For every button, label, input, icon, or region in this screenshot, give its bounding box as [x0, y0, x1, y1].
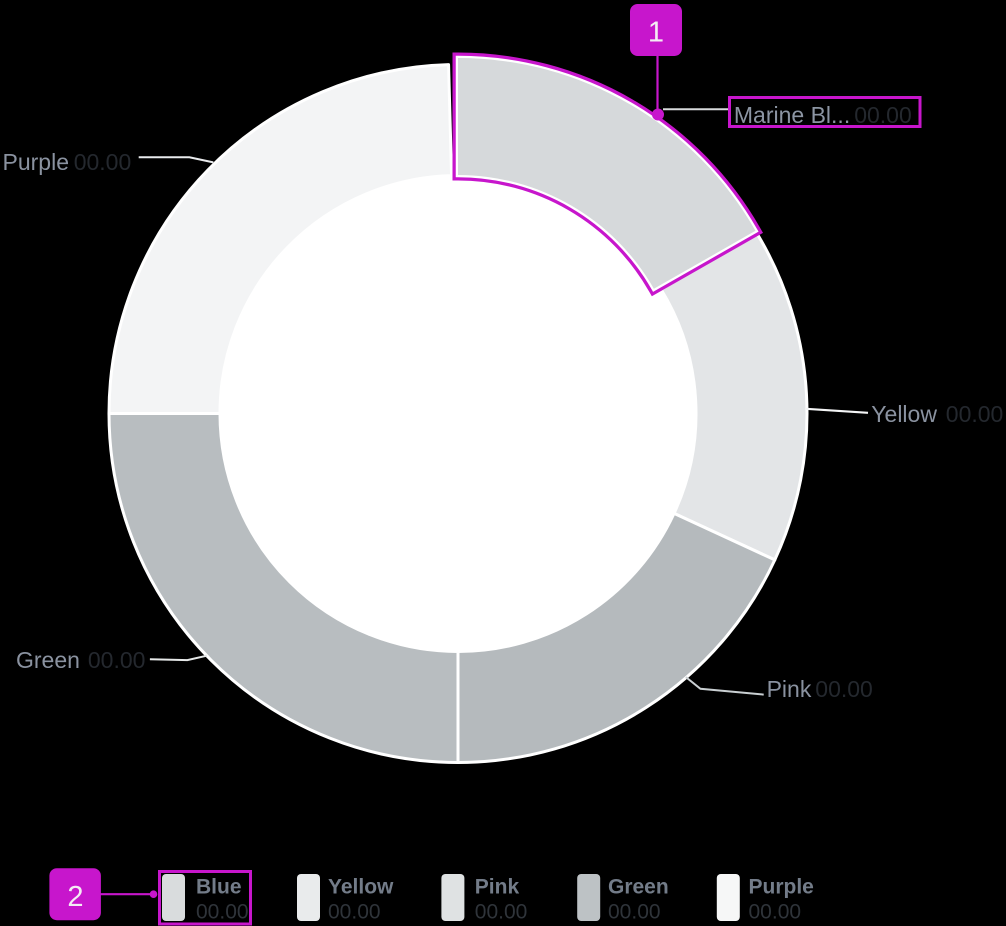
- svg-text:Yellow: Yellow: [871, 401, 937, 427]
- svg-text:Purple: Purple: [749, 876, 814, 899]
- svg-text:Marine Bl...: Marine Bl...: [734, 102, 850, 128]
- svg-text:00.00: 00.00: [815, 676, 873, 702]
- svg-text:Purple: Purple: [3, 149, 69, 175]
- svg-text:00.00: 00.00: [608, 901, 661, 924]
- svg-text:Green: Green: [608, 876, 669, 899]
- svg-text:00.00: 00.00: [749, 901, 802, 924]
- svg-text:00.00: 00.00: [328, 901, 381, 924]
- svg-text:Blue: Blue: [196, 876, 242, 899]
- svg-text:00.00: 00.00: [88, 647, 146, 673]
- svg-text:00.00: 00.00: [854, 102, 912, 128]
- svg-text:Green: Green: [16, 647, 80, 673]
- svg-text:2: 2: [67, 881, 83, 913]
- svg-text:Yellow: Yellow: [328, 876, 394, 899]
- svg-text:00.00: 00.00: [74, 149, 132, 175]
- svg-text:00.00: 00.00: [196, 901, 249, 924]
- svg-text:00.00: 00.00: [946, 401, 1004, 427]
- svg-text:00.00: 00.00: [475, 901, 528, 924]
- svg-text:1: 1: [648, 17, 664, 49]
- svg-text:Pink: Pink: [767, 676, 812, 702]
- svg-text:Pink: Pink: [475, 876, 520, 899]
